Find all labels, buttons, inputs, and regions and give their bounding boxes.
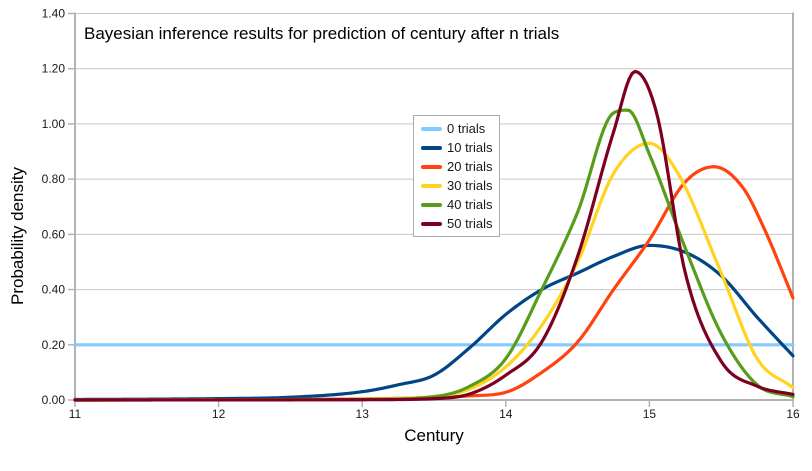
- series-curves: [73, 69, 795, 402]
- chart-title: Bayesian inference results for predictio…: [84, 24, 560, 43]
- x-tick-label: 14: [499, 407, 513, 421]
- x-tick-label: 16: [786, 407, 800, 421]
- y-tick-label: 1.20: [42, 62, 66, 76]
- legend-label: 40 trials: [447, 197, 493, 212]
- y-tick-label: 0.40: [42, 283, 66, 297]
- y-tick-label: 0.80: [42, 172, 66, 186]
- y-tick-label: 1.00: [42, 117, 66, 131]
- legend-line-swatch-icon: [421, 202, 442, 207]
- legend-item-40-trials: 40 trials: [414, 195, 499, 214]
- axis-ticks: [68, 12, 794, 407]
- legend-line-swatch-icon: [421, 145, 442, 150]
- legend: 0 trials 10 trials 20 trials 30 trials 40 tr…: [413, 115, 500, 237]
- series-line-50-trials: [73, 69, 795, 402]
- legend-line-swatch-icon: [421, 221, 442, 226]
- legend-label: 10 trials: [447, 140, 493, 155]
- x-tick-label: 15: [643, 407, 657, 421]
- legend-item-30-trials: 30 trials: [414, 176, 499, 195]
- x-tick-label: 11: [69, 407, 82, 421]
- y-tick-label: 0.00: [42, 393, 66, 407]
- legend-label: 0 trials: [447, 121, 486, 136]
- x-tick-label: 12: [212, 407, 226, 421]
- legend-label: 50 trials: [447, 216, 493, 231]
- legend-line-swatch-icon: [421, 126, 442, 131]
- legend-line-swatch-icon: [421, 164, 442, 169]
- legend-item-0-trials: 0 trials: [414, 119, 499, 138]
- legend-item-10-trials: 10 trials: [414, 138, 499, 157]
- legend-item-50-trials: 50 trials: [414, 214, 499, 233]
- x-tick-label: 13: [356, 407, 370, 421]
- axis-tick-labels: 0.00 0.20 0.40 0.60 0.80 1.00 1.20 1.40 11 12 13 14…: [42, 7, 800, 422]
- legend-line-swatch-icon: [421, 183, 442, 188]
- y-tick-label: 1.40: [42, 7, 66, 21]
- x-axis-title: Century: [404, 426, 464, 445]
- y-tick-label: 0.20: [42, 338, 66, 352]
- legend-label: 20 trials: [447, 159, 493, 174]
- y-axis-title: Probability density: [8, 167, 27, 305]
- legend-item-20-trials: 20 trials: [414, 157, 499, 176]
- legend-label: 30 trials: [447, 178, 493, 193]
- y-tick-label: 0.60: [42, 227, 66, 241]
